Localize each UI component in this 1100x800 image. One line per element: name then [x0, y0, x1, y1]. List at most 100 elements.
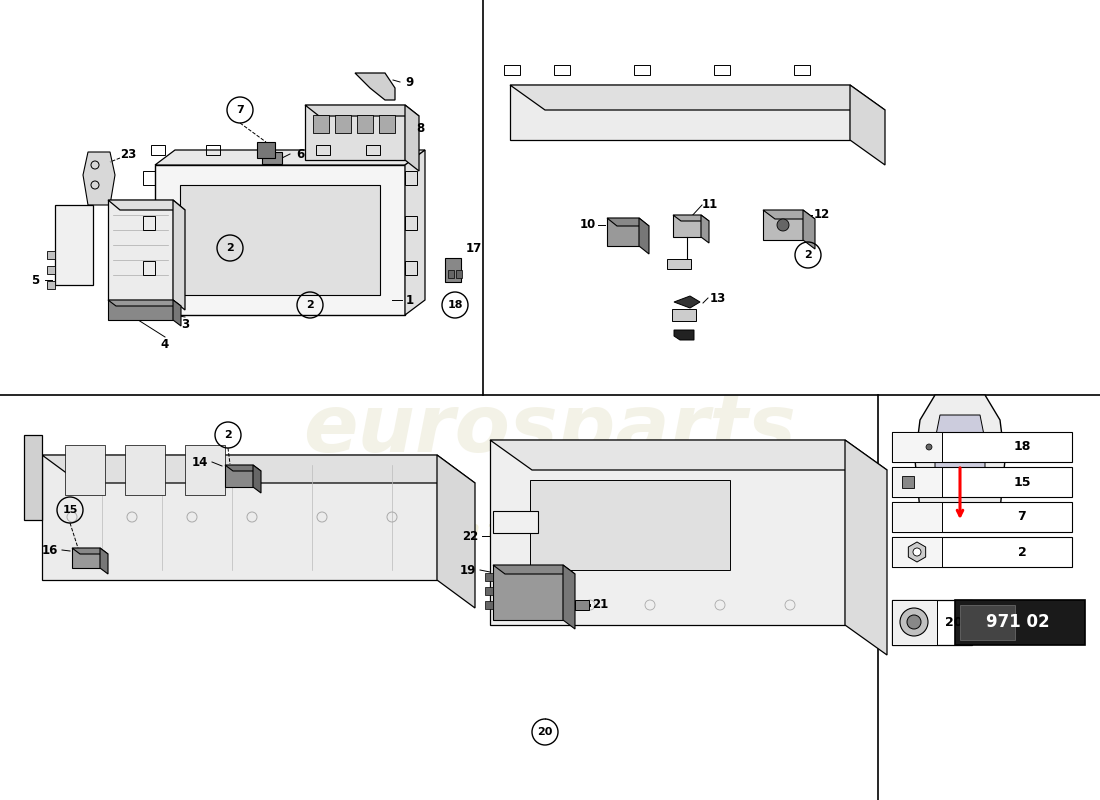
- Text: 971 02: 971 02: [987, 613, 1049, 631]
- Polygon shape: [493, 565, 563, 620]
- Bar: [379, 115, 395, 133]
- Text: 11: 11: [702, 198, 718, 211]
- Bar: [554, 65, 570, 75]
- Bar: [446, 258, 461, 282]
- Text: 14: 14: [191, 455, 208, 469]
- Text: 3: 3: [180, 318, 189, 331]
- Polygon shape: [173, 200, 185, 310]
- Text: 22: 22: [462, 530, 478, 542]
- Text: eurosparts: eurosparts: [304, 391, 796, 469]
- Bar: [892, 537, 1072, 567]
- Bar: [316, 145, 330, 155]
- Bar: [405, 171, 417, 185]
- Polygon shape: [305, 105, 419, 116]
- Text: 5: 5: [31, 274, 40, 286]
- Polygon shape: [701, 215, 710, 243]
- Polygon shape: [607, 218, 649, 226]
- Bar: [125, 445, 165, 495]
- Bar: [257, 142, 275, 158]
- Polygon shape: [180, 185, 380, 295]
- Text: 10: 10: [580, 218, 596, 231]
- Bar: [794, 65, 810, 75]
- Text: 13: 13: [710, 291, 726, 305]
- Polygon shape: [510, 85, 886, 110]
- Polygon shape: [673, 215, 701, 237]
- Polygon shape: [108, 200, 173, 300]
- Bar: [143, 216, 155, 230]
- Polygon shape: [72, 548, 100, 568]
- Bar: [493, 511, 538, 533]
- Text: 18: 18: [1013, 441, 1031, 454]
- Polygon shape: [530, 480, 730, 570]
- Bar: [366, 145, 379, 155]
- Text: 9: 9: [406, 75, 414, 89]
- Polygon shape: [355, 73, 395, 100]
- Bar: [185, 445, 226, 495]
- Polygon shape: [490, 440, 845, 625]
- Bar: [405, 261, 417, 275]
- Bar: [485, 587, 493, 595]
- Polygon shape: [108, 200, 185, 210]
- Polygon shape: [405, 150, 425, 315]
- Polygon shape: [493, 565, 575, 574]
- Bar: [448, 270, 454, 278]
- Bar: [892, 502, 1072, 532]
- Text: 1: 1: [406, 294, 414, 306]
- Text: 16: 16: [42, 543, 58, 557]
- Polygon shape: [226, 465, 253, 487]
- Bar: [892, 432, 942, 462]
- Polygon shape: [850, 85, 886, 165]
- Bar: [262, 152, 282, 164]
- Text: 8: 8: [416, 122, 425, 134]
- Text: 4: 4: [161, 338, 169, 351]
- Polygon shape: [845, 440, 887, 655]
- Text: 2: 2: [306, 300, 313, 310]
- Polygon shape: [82, 152, 116, 205]
- Bar: [485, 573, 493, 581]
- Text: 7: 7: [236, 105, 244, 115]
- Bar: [456, 270, 462, 278]
- Bar: [575, 600, 589, 610]
- Text: 6: 6: [296, 147, 304, 161]
- Bar: [892, 432, 1072, 462]
- Bar: [504, 65, 520, 75]
- Bar: [955, 600, 1085, 645]
- Bar: [206, 145, 220, 155]
- Bar: [314, 115, 329, 133]
- Polygon shape: [405, 105, 419, 171]
- Polygon shape: [42, 455, 475, 483]
- Polygon shape: [909, 542, 926, 562]
- Text: 2: 2: [224, 430, 232, 440]
- Bar: [892, 467, 942, 497]
- Bar: [902, 476, 914, 488]
- Bar: [892, 537, 942, 567]
- Bar: [143, 261, 155, 275]
- Polygon shape: [763, 210, 815, 219]
- Bar: [261, 145, 275, 155]
- Text: 23: 23: [120, 149, 136, 162]
- Circle shape: [900, 608, 928, 636]
- Bar: [47, 266, 55, 274]
- Text: 15: 15: [63, 505, 78, 515]
- Bar: [892, 600, 937, 645]
- Polygon shape: [155, 165, 405, 315]
- Text: 19: 19: [460, 563, 476, 577]
- Polygon shape: [673, 215, 710, 221]
- Text: 2: 2: [1018, 546, 1026, 558]
- Bar: [667, 259, 691, 269]
- Polygon shape: [42, 455, 437, 580]
- Bar: [358, 115, 373, 133]
- Polygon shape: [607, 218, 639, 246]
- Text: 12: 12: [814, 209, 830, 222]
- Text: 15: 15: [1013, 475, 1031, 489]
- Bar: [55, 205, 94, 285]
- Polygon shape: [437, 455, 475, 608]
- Polygon shape: [510, 85, 850, 140]
- Circle shape: [777, 219, 789, 231]
- Text: 21: 21: [592, 598, 608, 610]
- Polygon shape: [72, 548, 108, 554]
- Polygon shape: [253, 465, 261, 493]
- Bar: [892, 600, 972, 645]
- Polygon shape: [915, 395, 1005, 525]
- Polygon shape: [935, 415, 984, 470]
